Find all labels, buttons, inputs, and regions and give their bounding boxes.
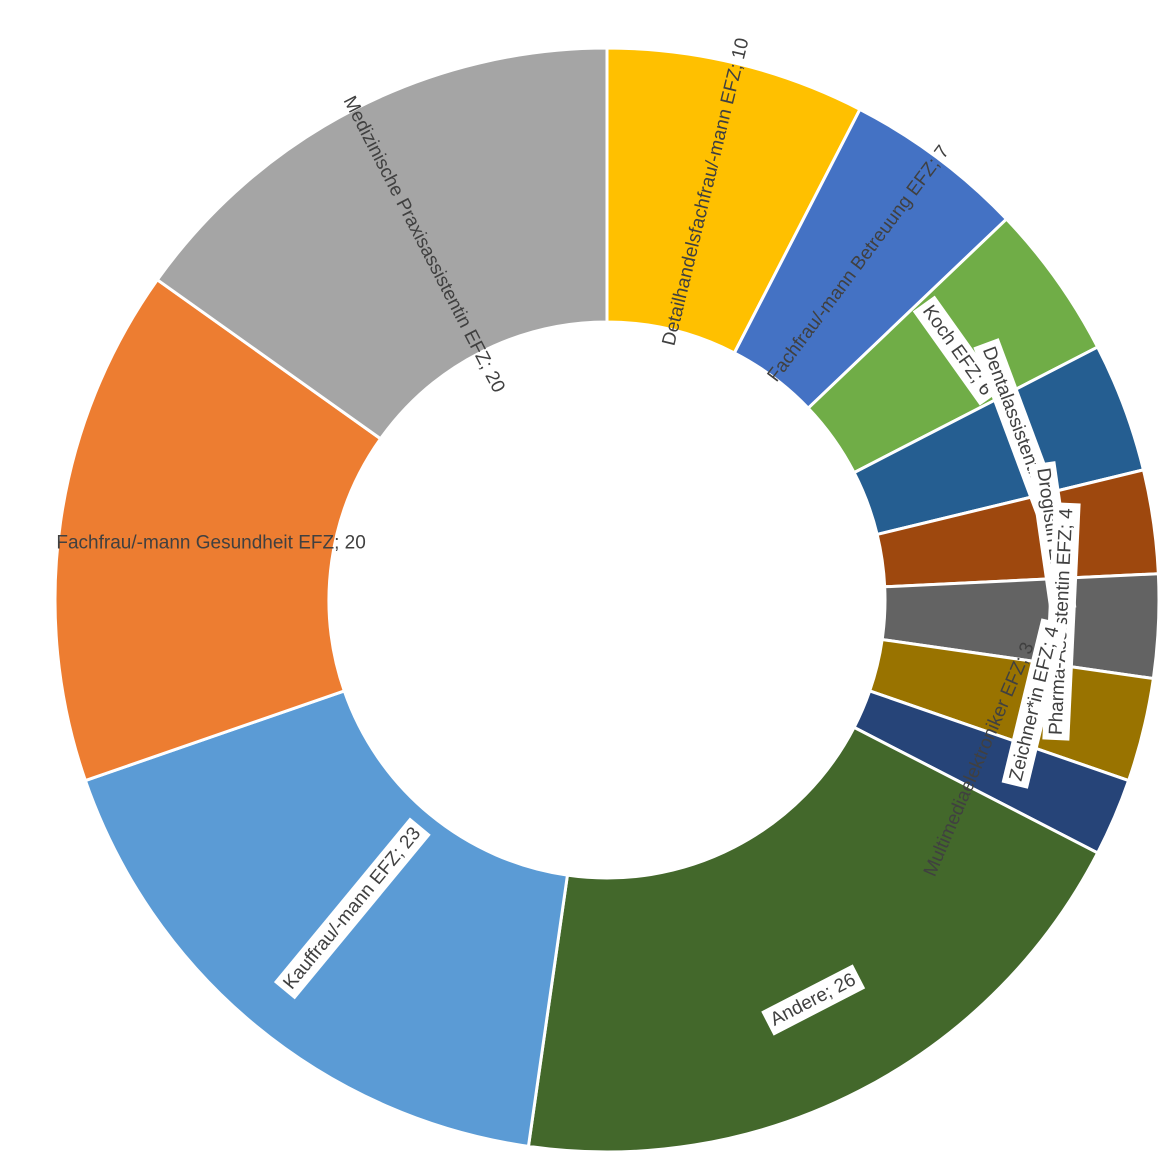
data-label-group: Fachfrau/-mann Gesundheit EFZ; 20 — [56, 533, 365, 554]
data-label-box — [1001, 618, 1068, 789]
slice-andere — [526, 725, 1100, 1151]
data-label-box — [912, 295, 1002, 406]
data-label-box — [273, 817, 431, 1000]
slice-medizinische-praxisassistentin-efz — [155, 46, 609, 441]
slice-fachfrau-mann-gesundheit-efz — [53, 277, 383, 783]
donut-slices — [53, 46, 1159, 1151]
data-label-box — [761, 964, 866, 1036]
data-label: Fachfrau/-mann Gesundheit EFZ; 20 — [56, 533, 365, 554]
